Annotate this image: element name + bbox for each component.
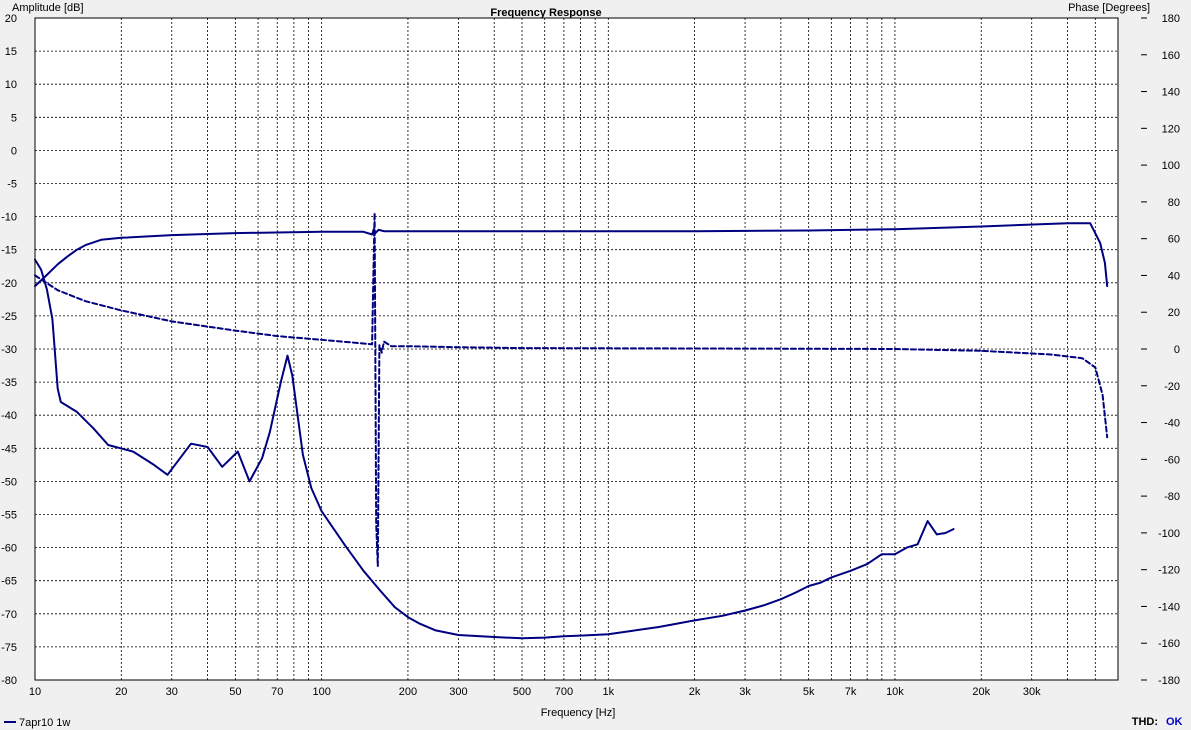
right-y-tick-label: -80	[1164, 491, 1180, 503]
left-y-tick-label: 20	[5, 13, 17, 25]
x-tick-label: 30k	[1023, 686, 1041, 698]
right-axis-title: Phase [Degrees]	[1068, 2, 1150, 14]
x-tick-label: 2k	[689, 686, 701, 698]
series-line-3	[34, 258, 955, 640]
right-y-tick-label: -60	[1164, 454, 1180, 466]
grid-lines	[35, 18, 1118, 680]
left-y-tick-label: -60	[1, 543, 17, 555]
thd-status: THD: OK	[1132, 716, 1183, 728]
right-y-tick-label: 0	[1174, 344, 1180, 356]
right-y-tick-label: -180	[1158, 675, 1180, 687]
x-tick-label: 100	[312, 686, 330, 698]
x-tick-label: 20k	[972, 686, 990, 698]
thd-label: THD:	[1132, 716, 1158, 728]
right-y-tick-label: 160	[1162, 50, 1180, 62]
left-y-tick-label: -55	[1, 510, 17, 522]
left-y-tick-label: -45	[1, 443, 17, 455]
right-y-tick-label: 20	[1168, 307, 1180, 319]
right-y-tick-label: 180	[1162, 13, 1180, 25]
x-tick-label: 500	[513, 686, 531, 698]
x-tick-label: 300	[449, 686, 467, 698]
right-y-tick-label: 100	[1162, 160, 1180, 172]
plot-area-border	[34, 17, 1119, 681]
x-tick-label: 50	[229, 686, 241, 698]
x-tick-label: 3k	[739, 686, 751, 698]
left-axis-title: Amplitude [dB]	[12, 2, 84, 14]
left-y-tick-label: 15	[5, 46, 17, 58]
right-y-tick-label: 80	[1168, 197, 1180, 209]
left-y-tick-label: -10	[1, 212, 17, 224]
left-y-tick-label: 0	[11, 145, 17, 157]
x-tick-label: 7k	[845, 686, 857, 698]
right-y-tick-label: 140	[1162, 87, 1180, 99]
series-line-2	[34, 211, 1109, 567]
left-y-tick-label: -80	[1, 675, 17, 687]
chart-title: Frequency Response	[490, 7, 601, 19]
left-y-tick-label: -25	[1, 311, 17, 323]
legend: 7apr10 1w	[4, 717, 70, 729]
left-y-tick-label: -30	[1, 344, 17, 356]
legend-label: 7apr10 1w	[19, 717, 70, 729]
left-y-tick-label: -50	[1, 476, 17, 488]
right-y-tick-label: -100	[1158, 528, 1180, 540]
left-y-tick-label: -70	[1, 609, 17, 621]
x-tick-label: 200	[399, 686, 417, 698]
x-tick-label: 30	[166, 686, 178, 698]
thd-value: OK	[1166, 716, 1183, 728]
x-tick-label: 20	[115, 686, 127, 698]
right-y-tick-label: 40	[1168, 270, 1180, 282]
x-axis-title: Frequency [Hz]	[541, 707, 616, 719]
left-y-tick-label: 10	[5, 79, 17, 91]
left-y-tick-labels: 20 15 10 5 0 -5 -10 -15 -20 -25 -30 -35 -40 -45 -50 -55…	[1, 13, 17, 687]
left-y-tick-label: -65	[1, 576, 17, 588]
left-y-tick-label: -75	[1, 642, 17, 654]
left-y-tick-label: -20	[1, 278, 17, 290]
series-layer	[34, 211, 1109, 640]
right-y-tick-label: -160	[1158, 638, 1180, 650]
right-y-tick-label: -20	[1164, 381, 1180, 393]
right-y-tick-label: 60	[1168, 234, 1180, 246]
left-y-tick-label: -5	[7, 179, 17, 191]
left-y-tick-label: 5	[11, 112, 17, 124]
x-tick-label: 10k	[886, 686, 904, 698]
right-y-tick-label: -120	[1158, 565, 1180, 577]
right-y-tick-label: -40	[1164, 418, 1180, 430]
left-y-tick-label: -15	[1, 245, 17, 257]
right-y-tick-label: 120	[1162, 123, 1180, 135]
x-tick-label: 5k	[803, 686, 815, 698]
x-tick-label: 1k	[602, 686, 614, 698]
x-tick-label: 700	[555, 686, 573, 698]
x-tick-label: 70	[271, 686, 283, 698]
right-y-tick-label: -140	[1158, 601, 1180, 613]
x-tick-label: 10	[29, 686, 41, 698]
left-y-tick-label: -40	[1, 410, 17, 422]
x-tick-labels: 10 20 30 50 70 100 200 300 500 700 1k 2k 3k 5k 7k 10k 20…	[29, 686, 1041, 698]
left-y-tick-label: -35	[1, 377, 17, 389]
right-y-tick-labels: 180 160 140 120 100 80 60 40 20 0 -20 -40 -60 -80 -100…	[1141, 13, 1180, 687]
